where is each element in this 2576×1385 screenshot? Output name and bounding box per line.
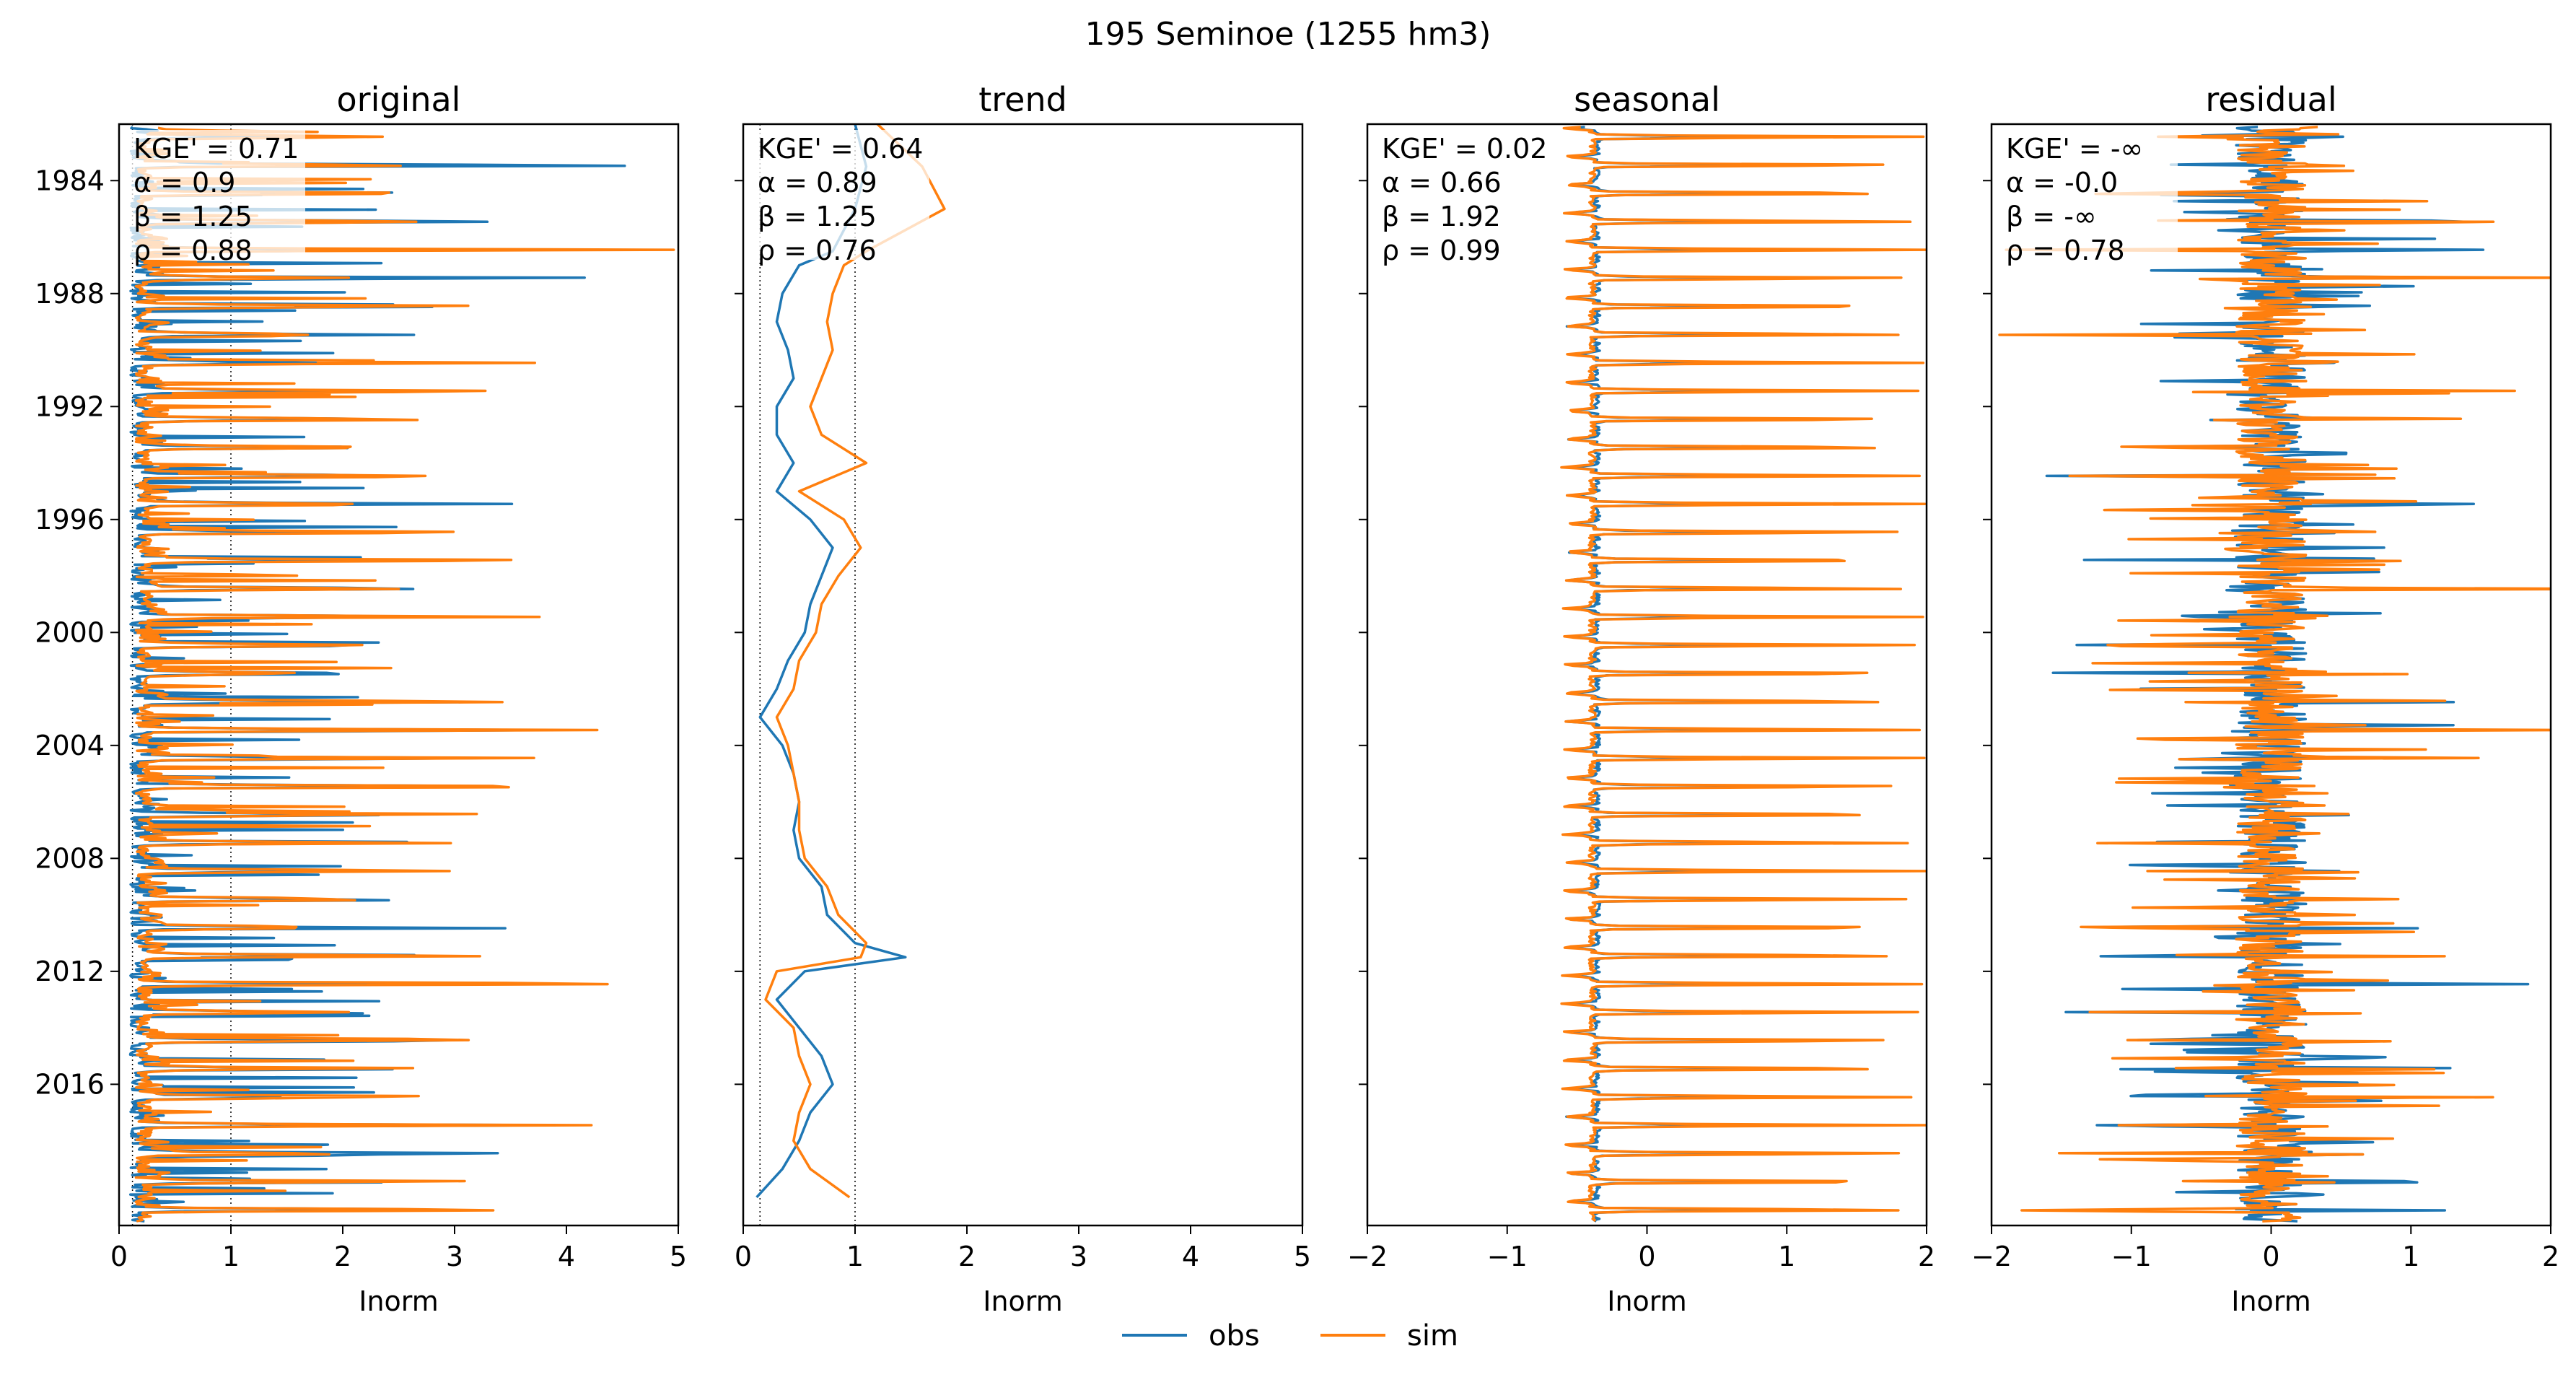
y-tick-label: 2004 <box>35 730 105 761</box>
x-tick-label: 4 <box>558 1241 575 1272</box>
figure-title: 195 Seminoe (1255 hm3) <box>1085 16 1491 53</box>
legend: obs sim <box>1122 1319 1458 1353</box>
x-tick-label: 1 <box>846 1241 864 1272</box>
plot-area <box>1560 126 1927 1223</box>
legend-obs-label: obs <box>1209 1319 1260 1353</box>
x-axis-label: Inorm <box>983 1285 1063 1317</box>
series-line-obs <box>755 124 907 1199</box>
panel-seasonal: KGE' = 0.02α = 0.66β = 1.92ρ = 0.99 seaso… <box>1347 80 1935 1317</box>
series-line-sim <box>1560 126 1927 1223</box>
x-tick-label: 5 <box>1294 1241 1311 1272</box>
metric-label: ρ = 0.99 <box>1382 235 1501 266</box>
panel-title: original <box>337 80 461 119</box>
metric-label: KGE' = 0.64 <box>758 133 923 165</box>
y-tick-label: 1988 <box>35 278 105 310</box>
x-tick-label: −1 <box>2111 1241 2152 1272</box>
metric-label: α = 0.89 <box>758 167 877 198</box>
x-tick-label: 3 <box>1070 1241 1087 1272</box>
metrics-background <box>1997 130 2178 260</box>
series-line-sim <box>764 124 946 1199</box>
x-tick-label: 2 <box>1918 1241 1935 1272</box>
metric-label: β = 1.25 <box>133 201 253 232</box>
plot-area <box>1998 126 2551 1223</box>
panel-residual: KGE' = -∞α = -0.0β = -∞ρ = 0.78 residual −… <box>1971 80 2559 1317</box>
metric-label: β = -∞ <box>2006 201 2097 232</box>
x-axis-label: Inorm <box>359 1285 439 1317</box>
metrics-box: KGE' = 0.02α = 0.66β = 1.92ρ = 0.99 <box>1373 130 1554 266</box>
y-tick-label: 2008 <box>35 842 105 874</box>
metrics-box: KGE' = 0.64α = 0.89β = 1.25ρ = 0.76 <box>749 130 929 266</box>
x-tick-label: −2 <box>1347 1241 1388 1272</box>
metric-label: KGE' = 0.02 <box>1382 133 1547 165</box>
panels: KGE' = 0.71α = 0.9β = 1.25ρ = 0.88origin… <box>35 80 2559 1317</box>
metrics-box: KGE' = 0.71α = 0.9β = 1.25ρ = 0.88 <box>125 130 305 266</box>
panel-title: seasonal <box>1574 80 1720 119</box>
metric-label: KGE' = 0.71 <box>133 133 299 165</box>
x-tick-label: 5 <box>670 1241 687 1272</box>
x-tick-label: 0 <box>735 1241 752 1272</box>
y-tick-label: 2000 <box>35 616 105 648</box>
plot-area <box>755 124 946 1199</box>
x-tick-label: −2 <box>1971 1241 2012 1272</box>
legend-sim-label: sim <box>1407 1319 1458 1353</box>
metrics-background <box>125 130 305 260</box>
x-tick-label: 1 <box>1778 1241 1795 1272</box>
metric-label: ρ = 0.88 <box>133 235 253 266</box>
x-tick-label: 0 <box>110 1241 128 1272</box>
metric-label: ρ = 0.78 <box>2006 235 2125 266</box>
x-tick-label: −1 <box>1487 1241 1528 1272</box>
metric-label: β = 1.25 <box>758 201 877 232</box>
metrics-background <box>1373 130 1554 260</box>
x-tick-label: 2 <box>334 1241 351 1272</box>
series-line-sim <box>134 126 675 1223</box>
y-tick-label: 1984 <box>35 165 105 196</box>
x-tick-label: 1 <box>222 1241 240 1272</box>
x-tick-label: 1 <box>2402 1241 2419 1272</box>
metric-label: α = 0.66 <box>1382 167 1502 198</box>
metric-label: ρ = 0.76 <box>758 235 877 266</box>
x-tick-label: 0 <box>1638 1241 1655 1272</box>
x-tick-label: 4 <box>1182 1241 1199 1272</box>
metric-label: KGE' = -∞ <box>2006 133 2143 165</box>
metric-label: α = 0.9 <box>133 167 235 198</box>
y-tick-label: 2016 <box>35 1068 105 1100</box>
panel-trend: KGE' = 0.64α = 0.89β = 1.25ρ = 0.76 trend… <box>735 80 1311 1317</box>
y-tick-label: 2012 <box>35 956 105 987</box>
series-line-sim <box>1998 126 2551 1223</box>
x-tick-label: 2 <box>2542 1241 2559 1272</box>
y-tick-label: 1996 <box>35 504 105 536</box>
panel-title: trend <box>978 80 1067 119</box>
x-axis-label: Inorm <box>2231 1285 2311 1317</box>
x-tick-label: 3 <box>446 1241 463 1272</box>
y-tick-label: 1992 <box>35 390 105 422</box>
axes-frame <box>118 123 680 1227</box>
metric-label: β = 1.92 <box>1382 201 1501 232</box>
panel-title: residual <box>2205 80 2336 119</box>
x-tick-label: 2 <box>958 1241 976 1272</box>
x-tick-label: 0 <box>2262 1241 2279 1272</box>
metrics-background <box>749 130 929 260</box>
metrics-box: KGE' = -∞α = -0.0β = -∞ρ = 0.78 <box>1997 130 2178 266</box>
panel-original: KGE' = 0.71α = 0.9β = 1.25ρ = 0.88 origin… <box>35 80 687 1317</box>
axes-frame <box>742 123 1304 1227</box>
metric-label: α = -0.0 <box>2006 167 2118 198</box>
plot-area <box>128 126 675 1223</box>
x-axis-label: Inorm <box>1607 1285 1687 1317</box>
